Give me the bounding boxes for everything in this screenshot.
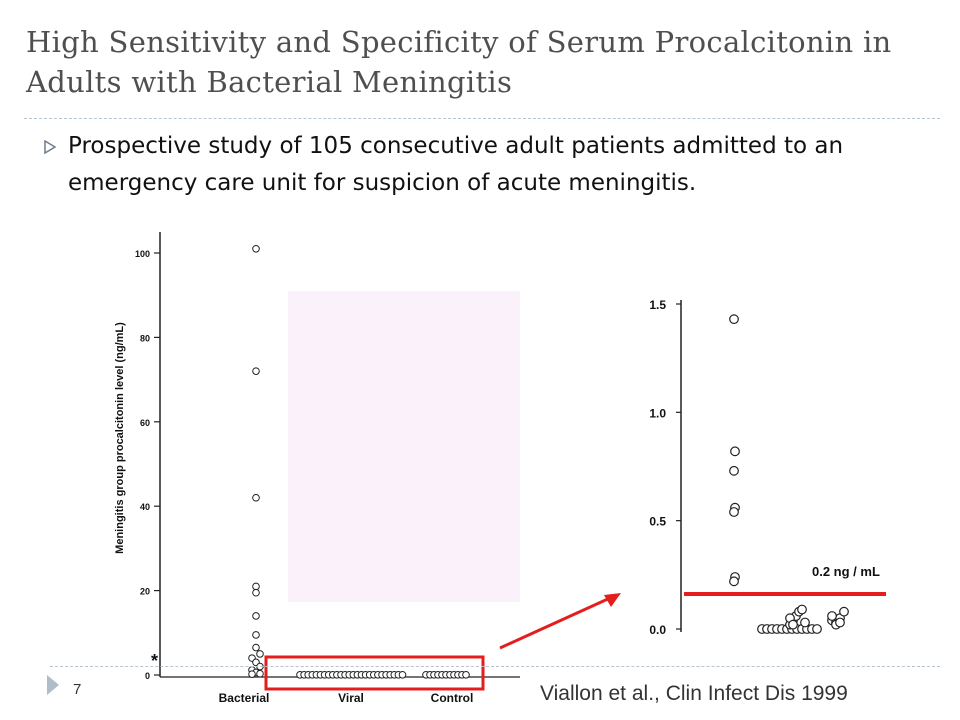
data-point <box>252 643 260 652</box>
zoom-data-point <box>835 617 845 628</box>
y-tick-label: 100 <box>135 249 150 259</box>
zoom-y-tick-label: 0.0 <box>649 623 666 637</box>
data-point <box>252 367 260 375</box>
data-point <box>256 669 264 678</box>
bullet-text: Prospective study of 105 consecutive adu… <box>68 133 844 196</box>
data-point <box>252 612 260 620</box>
zoom-y-tick-label: 0.5 <box>649 515 666 529</box>
highlight-box <box>264 655 485 691</box>
data-point <box>252 493 260 502</box>
zoom-data-point <box>729 507 739 517</box>
zoom-data-point <box>827 611 837 621</box>
page-number: 7 <box>73 681 82 698</box>
zoom-data-point <box>729 576 739 587</box>
zoom-data-point <box>800 617 810 628</box>
data-point <box>398 670 407 679</box>
footer-divider <box>50 666 940 667</box>
zoom-data-point <box>788 619 798 630</box>
data-point <box>248 670 256 678</box>
data-point <box>256 650 264 658</box>
citation: Viallon et al., Clin Infect Dis 1999 <box>540 682 848 705</box>
category-label-viral: Viral <box>338 691 364 705</box>
zoom-data-point <box>730 446 740 457</box>
chart-overlay-box <box>288 291 520 602</box>
y-tick-label: 0 <box>145 671 150 681</box>
zoom-data-point <box>729 465 739 476</box>
triangle-bullet-icon <box>44 140 56 154</box>
threshold-label: 0.2 ng / mL <box>812 564 880 579</box>
y-tick-label: 20 <box>140 587 150 597</box>
title-divider <box>24 118 940 119</box>
zoom-data-point <box>839 606 849 617</box>
data-point <box>252 631 260 639</box>
data-point <box>252 588 260 597</box>
zoom-data-point <box>729 314 739 325</box>
annotation-asterisk: * <box>151 651 158 671</box>
category-label-control: Control <box>431 691 474 705</box>
y-axis-label: Meningitis group procalcitonin level (ng… <box>114 322 126 554</box>
slide-title: High Sensitivity and Specificity of Seru… <box>26 25 892 99</box>
y-tick-label: 80 <box>140 333 150 343</box>
zoom-data-point <box>812 624 822 634</box>
triangle-footer-icon <box>47 675 59 695</box>
y-tick-label: 40 <box>140 502 150 512</box>
zoom-data-point <box>797 604 807 615</box>
category-label-bacterial: Bacterial <box>219 691 270 705</box>
y-tick-label: 60 <box>140 418 150 428</box>
zoom-y-tick-label: 1.5 <box>649 298 666 312</box>
data-point <box>252 244 260 253</box>
data-point <box>462 670 470 679</box>
zoom-y-tick-label: 1.0 <box>649 406 666 420</box>
